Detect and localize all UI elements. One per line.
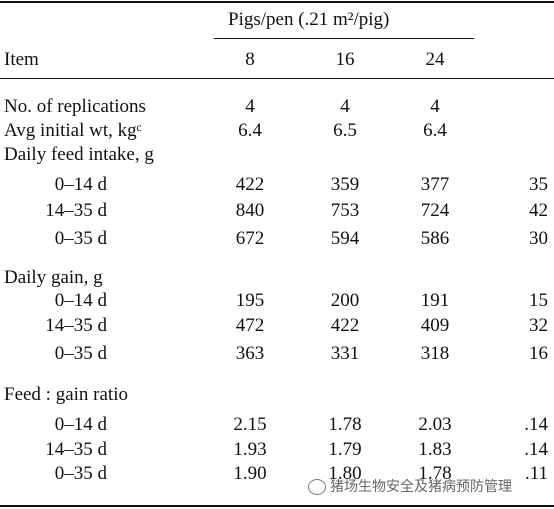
row-label: 0–35 d [54, 228, 107, 249]
cell: 2.15 [233, 414, 267, 435]
cell: .14 [524, 414, 548, 435]
cell: 409 [420, 315, 450, 336]
cell: 2.03 [418, 414, 452, 435]
cell: 318 [420, 343, 450, 364]
cell: 35 [529, 174, 548, 195]
cell: 1.83 [418, 439, 452, 460]
cell: 4 [430, 96, 440, 117]
column-header: 24 [425, 49, 445, 70]
cell: .14 [524, 439, 548, 460]
watermark-icon [308, 479, 326, 495]
section-label: Feed : gain ratio [4, 384, 128, 405]
cell: 1.90 [233, 463, 267, 484]
watermark: 猪场生物安全及猪病预防管理 [308, 476, 512, 496]
row-label: No. of replications [4, 96, 146, 117]
row-label: 0–35 d [54, 463, 107, 484]
cell: 1.79 [328, 439, 362, 460]
cell: 1.78 [328, 414, 362, 435]
cell: 359 [330, 174, 360, 195]
cell: 363 [235, 343, 265, 364]
row-label: 14–35 d [45, 200, 107, 221]
row-label: 14–35 d [45, 315, 107, 336]
cell: 377 [420, 174, 450, 195]
cell: 15 [529, 290, 548, 311]
row-label: 0–14 d [54, 290, 107, 311]
cell: 422 [235, 174, 265, 195]
cell: 840 [235, 200, 265, 221]
group-rule [214, 38, 474, 39]
cell: 1.93 [233, 439, 267, 460]
cell: 16 [529, 343, 548, 364]
cell: 753 [330, 200, 360, 221]
row-label: 14–35 d [45, 439, 107, 460]
row-label: 0–35 d [54, 343, 107, 364]
cell: 331 [330, 343, 360, 364]
cell: 6.4 [238, 120, 262, 141]
column-header: 8 [245, 49, 255, 70]
bottom-rule [0, 505, 554, 507]
cell: 594 [330, 228, 360, 249]
cell: 586 [420, 228, 450, 249]
column-header: 16 [335, 49, 355, 70]
row-label: 0–14 d [54, 414, 107, 435]
cell: 724 [420, 200, 450, 221]
top-rule [0, 1, 554, 3]
cell: 30 [529, 228, 548, 249]
cell: 472 [235, 315, 265, 336]
cell: 672 [235, 228, 265, 249]
cell: 195 [235, 290, 265, 311]
cell: 6.5 [333, 120, 357, 141]
cell: 6.4 [423, 120, 447, 141]
item-header: Item [4, 49, 39, 70]
watermark-text: 猪场生物安全及猪病预防管理 [330, 479, 512, 495]
group-header: Pigs/pen (.21 m²/pig) [228, 9, 390, 30]
cell: 32 [529, 315, 548, 336]
cell: 4 [245, 96, 255, 117]
header-rule [0, 78, 554, 79]
row-label: 0–14 d [54, 174, 107, 195]
row-label: Avg initial wt, kgᶜ [4, 120, 142, 141]
cell: 200 [330, 290, 360, 311]
section-label: Daily gain, g [4, 267, 103, 288]
cell: 1.78 [418, 463, 452, 484]
cell: 422 [330, 315, 360, 336]
cell: 1.80 [328, 463, 362, 484]
cell: 42 [529, 200, 548, 221]
cell: .11 [524, 463, 548, 484]
cell: 191 [420, 290, 450, 311]
cell: 4 [340, 96, 350, 117]
section-label: Daily feed intake, g [4, 144, 154, 165]
